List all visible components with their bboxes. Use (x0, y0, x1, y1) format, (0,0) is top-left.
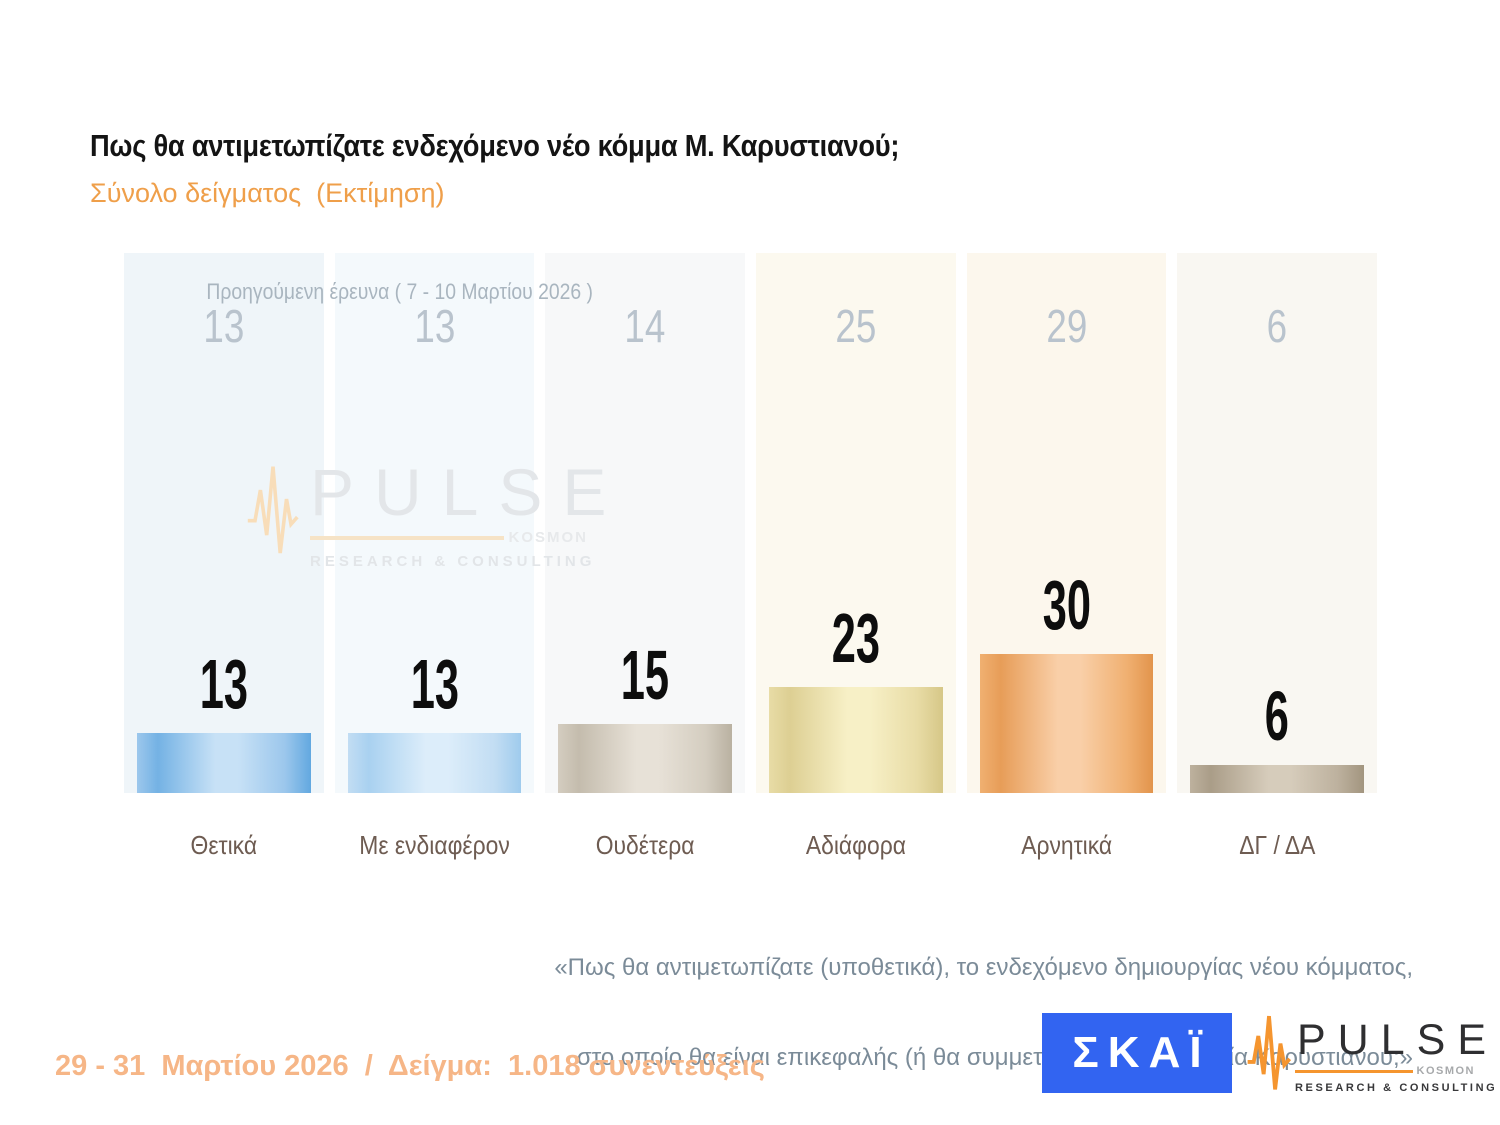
chart-column: 29 30 (966, 253, 1167, 793)
chart-column: 13 13 (124, 253, 324, 793)
category-label: Αδιάφορα (805, 830, 906, 860)
bar-chart: Προηγούμενη έρευνα ( 7 - 10 Μαρτίου 2026… (124, 253, 1378, 793)
category-label: Με ενδιαφέρον (359, 830, 510, 860)
bar-value-label: 13 (199, 645, 248, 723)
pulse-underline (1295, 1069, 1413, 1073)
previous-value-label: 13 (203, 300, 245, 352)
category-label: Αρνητικά (1021, 830, 1113, 860)
chart-column: 25 23 (756, 253, 956, 793)
previous-value-label: 25 (835, 300, 877, 352)
bar-value-label: 6 (1265, 677, 1290, 755)
page-title-text: Πως θα αντιμετωπίζατε ενδεχόμενο νέο κόμ… (90, 128, 900, 163)
skai-logo-text: ΣΚΑΪ (1072, 1028, 1211, 1077)
fieldwork-note: 29 - 31 Μαρτίου 2026 / Δείγμα: 1.018 συν… (55, 1050, 765, 1082)
bar (769, 687, 943, 793)
skai-logo: ΣΚΑΪ (1042, 1013, 1232, 1093)
bar-value-label: 15 (621, 636, 670, 714)
bar-value-label: 23 (831, 599, 880, 677)
category-labels-row: Θετικά Με ενδιαφέρον Ουδέτερα Αδιάφορα Α… (124, 830, 1377, 861)
previous-survey-label: Προηγούμενη έρευνα ( 7 - 10 Μαρτίου 2026… (180, 279, 593, 305)
bar (1190, 765, 1365, 793)
pulse-kosmon-label: KOSMON (1416, 1065, 1475, 1077)
category-label: ΔΓ / ΔΑ (1239, 830, 1316, 860)
page-title: Πως θα αντιμετωπίζατε ενδεχόμενο νέο κόμ… (90, 128, 1010, 164)
chart-column: 13 13 (334, 253, 535, 793)
previous-value-label: 6 (1266, 300, 1288, 352)
chart-column: 14 15 (545, 253, 746, 793)
chart-column: 6 6 (1177, 253, 1378, 793)
bar (347, 733, 522, 793)
bar (137, 733, 311, 793)
category-label: Θετικά (190, 830, 258, 860)
bar (558, 724, 733, 793)
page-subtitle: Σύνολο δείγματος (Εκτίμηση) (90, 178, 445, 208)
bar-value-label: 30 (1042, 566, 1091, 644)
previous-value-label: 14 (624, 300, 666, 352)
previous-value-label: 29 (1046, 300, 1087, 352)
pulse-waveform-icon (1247, 1015, 1292, 1090)
category-label: Ουδέτερα (595, 830, 695, 860)
bar-value-label: 13 (410, 645, 459, 723)
footnote-line: «Πως θα αντιμετωπίζατε (υποθετικά), το ε… (554, 954, 1413, 981)
previous-survey-label-text: Προηγούμενη έρευνα ( 7 - 10 Μαρτίου 2026… (206, 279, 593, 304)
pulse-tagline: RESEARCH & CONSULTING (1295, 1082, 1498, 1094)
bar (979, 654, 1154, 793)
pulse-logo: PULSE KOSMON RESEARCH & CONSULTING (1246, 1010, 1499, 1094)
previous-value-label: 13 (414, 300, 455, 352)
pulse-wordmark: PULSE (1297, 1016, 1499, 1064)
